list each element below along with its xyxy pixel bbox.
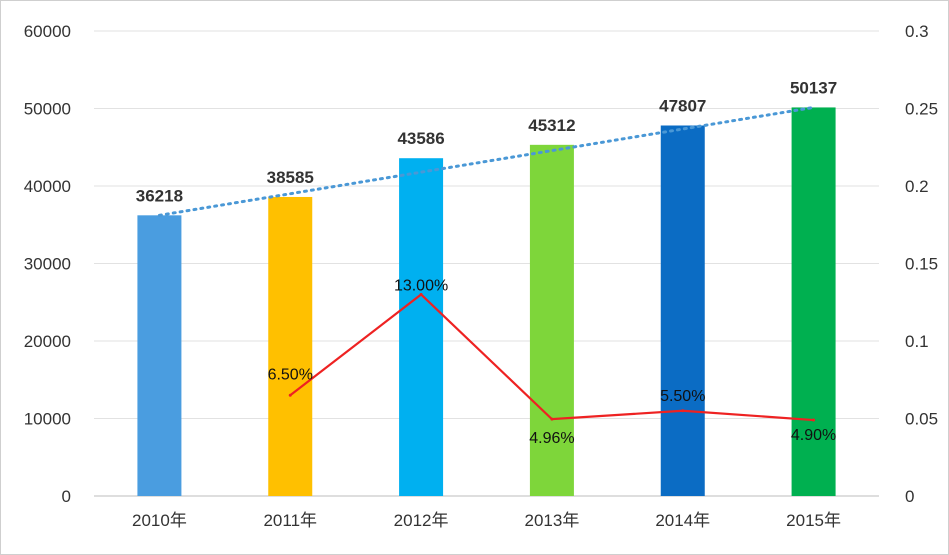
x-axis-tick-label: 2011年 — [263, 511, 317, 530]
bar — [137, 215, 182, 497]
right-axis-tick-label: 0.25 — [905, 100, 938, 119]
left-axis-tick-label: 20000 — [24, 332, 71, 351]
growth-rate-label: 4.96% — [529, 430, 574, 447]
bar-value-label: 36218 — [136, 186, 183, 205]
growth-rate-label: 4.90% — [791, 427, 836, 444]
growth-rate-label: 5.50% — [660, 388, 705, 405]
x-axis-tick-label: 2015年 — [786, 511, 841, 530]
bar — [791, 107, 836, 497]
right-axis-tick-label: 0.15 — [905, 255, 938, 274]
right-axis-tick-label: 0.2 — [905, 177, 929, 196]
trend-line-group — [157, 105, 816, 217]
bar — [660, 125, 705, 496]
growth-rate-point — [550, 417, 554, 421]
x-axis-tick-label: 2013年 — [525, 511, 580, 530]
growth-rate-label: 6.50% — [268, 366, 313, 383]
left-axis-tick-label: 10000 — [24, 410, 71, 429]
bar-value-label: 38585 — [267, 168, 314, 187]
growth-rate-point — [288, 393, 292, 397]
growth-line-group — [288, 293, 816, 422]
x-axis-tick-label: 2012年 — [394, 511, 449, 530]
bar-value-label: 45312 — [528, 116, 575, 135]
trend-line — [157, 105, 816, 217]
left-axis-tick-label: 60000 — [24, 22, 71, 41]
bar-value-label: 50137 — [790, 78, 837, 97]
data-labels: 36218 38585 43586 45312 47807 50137 6.50% 13.00… — [136, 78, 837, 447]
right-axis-tick-label: 0.05 — [905, 410, 938, 429]
growth-rate-point — [419, 293, 423, 296]
bar — [529, 144, 574, 496]
bar-value-label: 43586 — [397, 129, 444, 148]
bars — [137, 107, 836, 497]
growth-rate-point — [681, 409, 685, 413]
right-axis-tick-label: 0 — [905, 487, 914, 506]
left-axis-tick-label: 40000 — [24, 177, 71, 196]
bar — [268, 196, 313, 496]
x-axis-tick-label: 2010年 — [132, 511, 187, 530]
gridlines — [94, 30, 879, 497]
growth-rate-label: 13.00% — [394, 278, 448, 295]
right-axis-tick-label: 0.1 — [905, 332, 929, 351]
axis-ticks: 0 10000 20000 30000 40000 50000 60000 0 0.05 0.1 0… — [24, 22, 938, 530]
x-axis-tick-label: 2014年 — [655, 511, 710, 530]
bar-value-label: 47807 — [659, 96, 706, 115]
left-axis-tick-label: 50000 — [24, 100, 71, 119]
growth-rate-point — [812, 418, 816, 422]
left-axis-tick-label: 30000 — [24, 255, 71, 274]
bar — [399, 158, 444, 496]
left-axis-tick-label: 0 — [62, 487, 71, 506]
right-axis-tick-label: 0.3 — [905, 22, 929, 41]
